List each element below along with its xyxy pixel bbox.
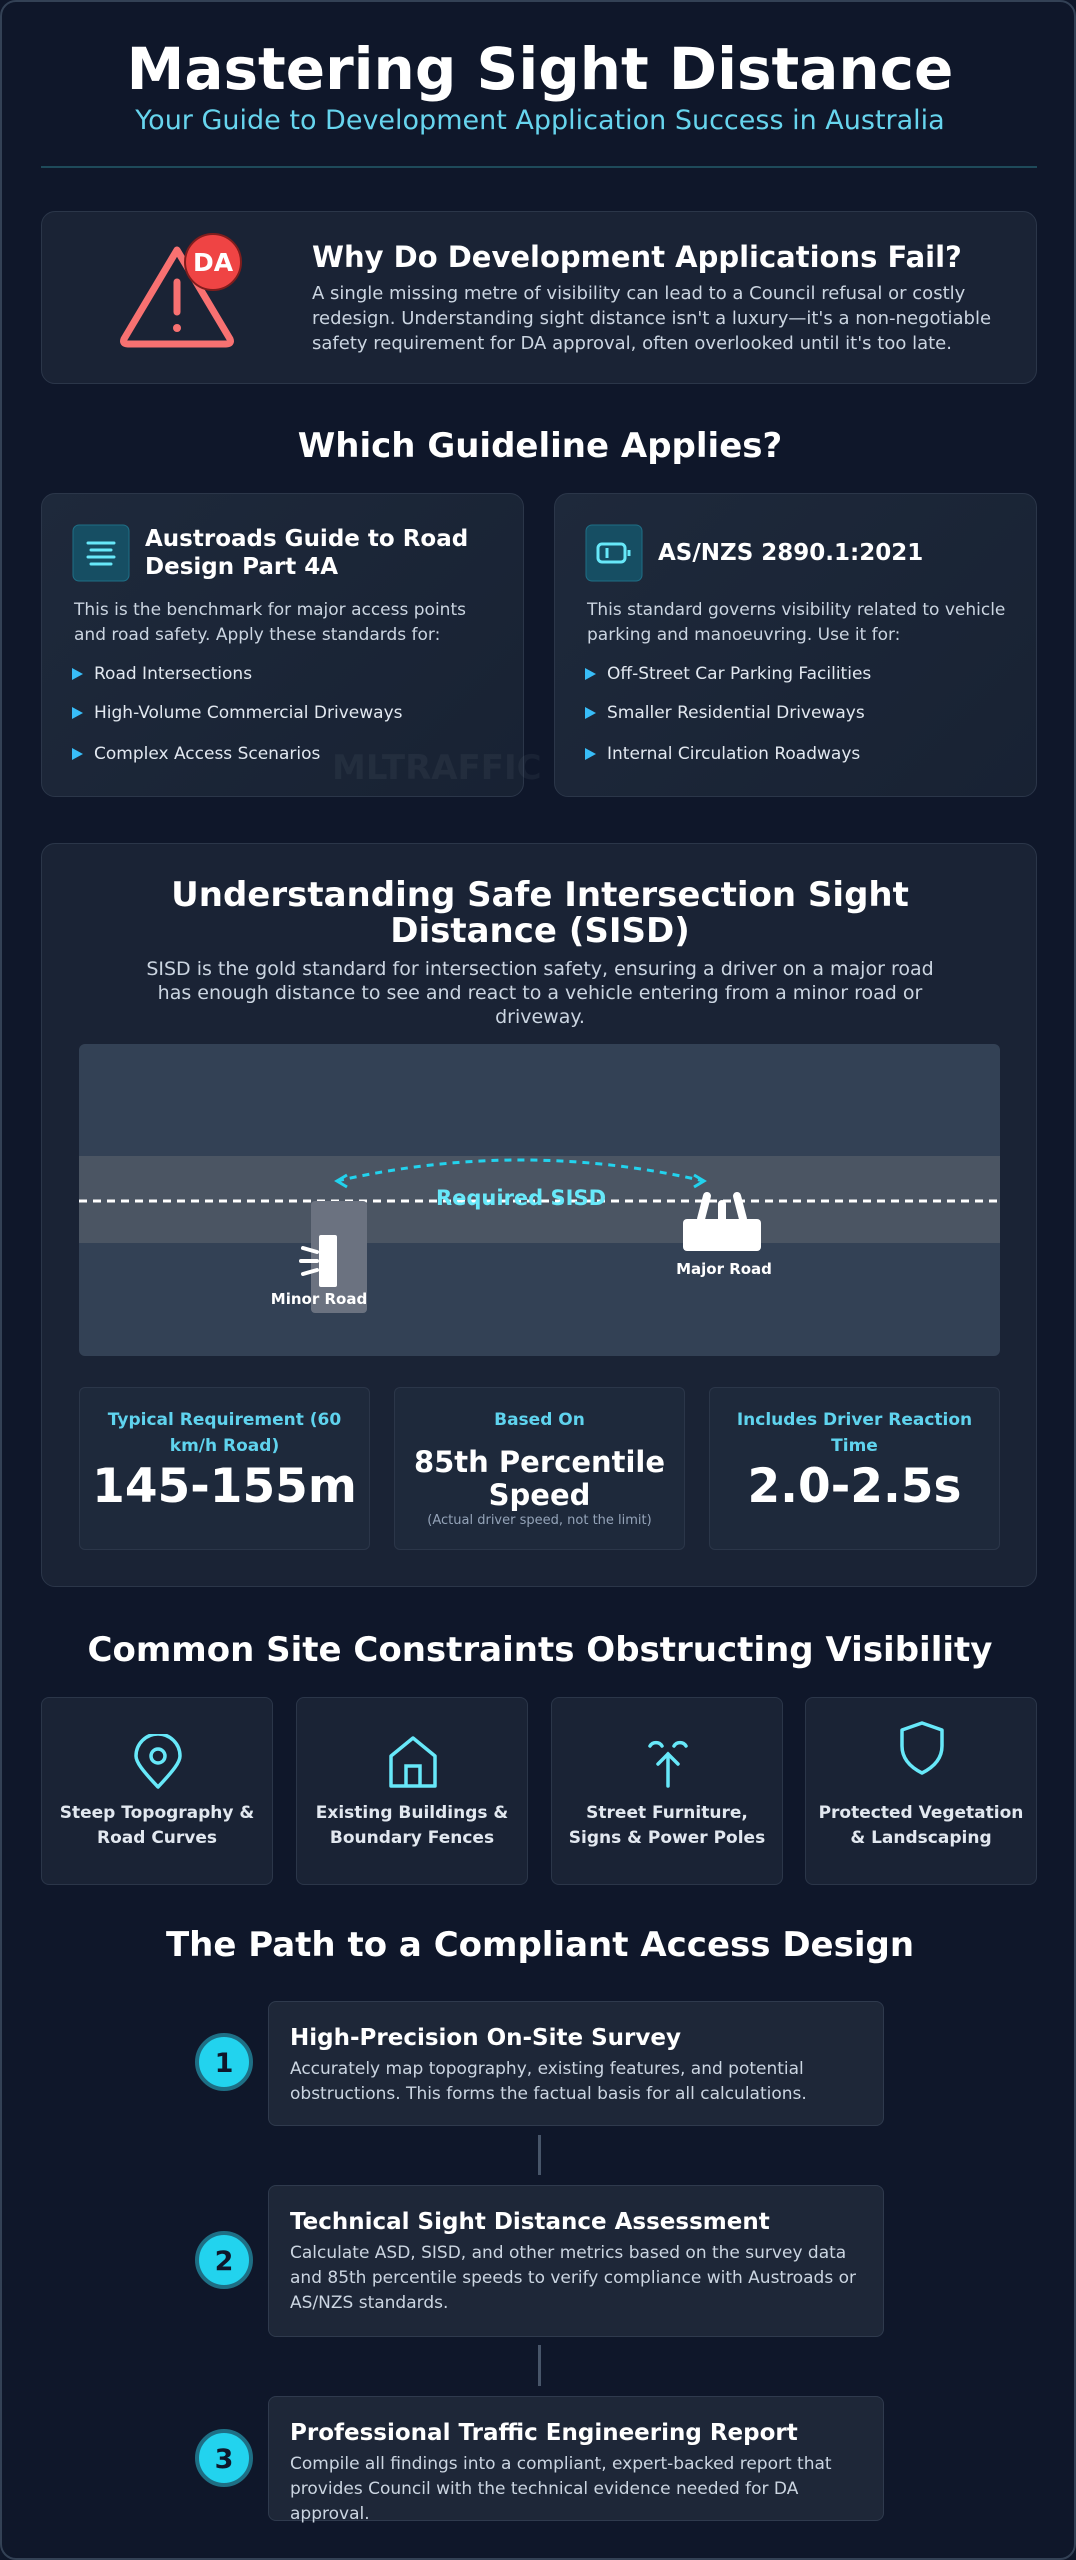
pin-icon	[134, 1734, 182, 1789]
house-icon	[389, 1736, 437, 1788]
constraint-card: Steep Topography & Road Curves	[41, 1697, 273, 1885]
list-item: Smaller Residential Driveways	[607, 703, 865, 723]
connector	[538, 2135, 541, 2175]
step-number: 1	[215, 2048, 234, 2079]
bullet	[585, 668, 596, 680]
step-card: Professional Traffic Engineering Report C…	[268, 2396, 884, 2524]
stat-value: 145-155m	[92, 1459, 357, 1514]
intro-text: A single missing metre of visibility can…	[312, 283, 992, 354]
road-label: Major Road	[676, 1260, 772, 1278]
stat-label: Includes Driver Reaction Time	[736, 1410, 973, 1456]
badge: DA	[193, 248, 234, 277]
bullet	[72, 748, 83, 760]
watermark: MLTRAFFIC	[332, 748, 542, 788]
stat-card: Includes Driver Reaction Time 2.0-2.5s	[709, 1387, 1000, 1550]
stat-note: (Actual driver speed, not the limit)	[427, 1513, 652, 1528]
step-title: High-Precision On-Site Survey	[290, 2025, 681, 2051]
constraint-label: Protected Vegetation & Landscaping	[818, 1803, 1024, 1848]
list-item: Complex Access Scenarios	[94, 744, 321, 764]
bullet	[72, 707, 83, 719]
list-item: Road Intersections	[94, 664, 253, 684]
step-card: Technical Sight Distance Assessment Calcu…	[268, 2185, 884, 2337]
step-text: Calculate ASD, SISD, and other metrics b…	[290, 2243, 856, 2313]
bullet	[585, 707, 596, 719]
step-badge: 2	[195, 2231, 253, 2289]
stat-value: 85th Percentile Speed	[413, 1445, 666, 1512]
constraint-label: Steep Topography & Road Curves	[59, 1803, 255, 1848]
stat-label: Based On	[494, 1410, 585, 1430]
card-title: AS/NZS 2890.1:2021	[658, 540, 924, 566]
step-badge: 1	[195, 2033, 253, 2091]
card-text: This is the benchmark for major access p…	[74, 600, 466, 645]
road-label: Minor Road	[271, 1290, 367, 1308]
card-title: Austroads Guide to Road Design Part 4A	[145, 526, 469, 580]
connector	[538, 2345, 541, 2386]
constraint-label: Street Furniture, Signs & Power Poles	[568, 1803, 766, 1848]
guideline-card: Austroads Guide to Road Design Part 4A T…	[41, 493, 524, 797]
bullet	[585, 748, 596, 760]
constraint-card: Protected Vegetation & Landscaping	[805, 1697, 1037, 1885]
step-title: Technical Sight Distance Assessment	[290, 2209, 770, 2235]
sisd-label: Required SISD	[436, 1186, 606, 1210]
warning-icon: DA	[120, 233, 242, 348]
stat-card: Typical Requirement (60 km/h Road) 145-1…	[79, 1387, 370, 1550]
stat-card: Based On 85th Percentile Speed (Actual d…	[394, 1387, 685, 1550]
step-number: 2	[215, 2246, 234, 2277]
bullet	[72, 668, 83, 680]
sisd-diagram: Required SISD Minor Road Major Road	[79, 1044, 1000, 1356]
intro-title: Why Do Development Applications Fail?	[312, 240, 962, 274]
parking-icon	[585, 524, 643, 582]
list-item: Off-Street Car Parking Facilities	[607, 664, 872, 684]
guideline-card: AS/NZS 2890.1:2021 This standard governs…	[554, 493, 1037, 797]
step-card: High-Precision On-Site Survey Accurately …	[268, 2001, 884, 2126]
stat-value: 2.0-2.5s	[747, 1459, 962, 1514]
constraint-label: Existing Buildings & Boundary Fences	[315, 1803, 509, 1848]
pole-icon	[648, 1740, 688, 1788]
shield-icon	[900, 1721, 944, 1775]
section-title: Which Guideline Applies?	[297, 426, 783, 466]
step-title: Professional Traffic Engineering Report	[290, 2420, 798, 2446]
step-text: Accurately map topography, existing feat…	[290, 2059, 807, 2104]
page-title: Mastering Sight Distance	[126, 35, 954, 103]
stat-label: Typical Requirement (60 km/h Road)	[107, 1410, 342, 1456]
card-text: This standard governs visibility related…	[587, 600, 1006, 645]
step-badge: 3	[195, 2429, 253, 2487]
sisd-title: Understanding Safe Intersection Sight Di…	[171, 875, 909, 951]
subtitle: Your Guide to Development Application Su…	[135, 105, 945, 136]
constraint-card: Street Furniture, Signs & Power Poles	[551, 1697, 783, 1885]
list-item: Internal Circulation Roadways	[607, 744, 861, 764]
section-title: The Path to a Compliant Access Design	[165, 1925, 915, 1965]
divider	[41, 166, 1037, 168]
doc-icon	[72, 524, 130, 582]
constraint-card: Existing Buildings & Boundary Fences	[296, 1697, 528, 1885]
step-text: Compile all findings into a compliant, e…	[290, 2454, 832, 2524]
section-title: Common Site Constraints Obstructing Visi…	[87, 1630, 993, 1670]
list-item: High-Volume Commercial Driveways	[94, 703, 403, 723]
sisd-text: SISD is the gold standard for intersecti…	[146, 958, 934, 1028]
step-number: 3	[215, 2444, 234, 2475]
